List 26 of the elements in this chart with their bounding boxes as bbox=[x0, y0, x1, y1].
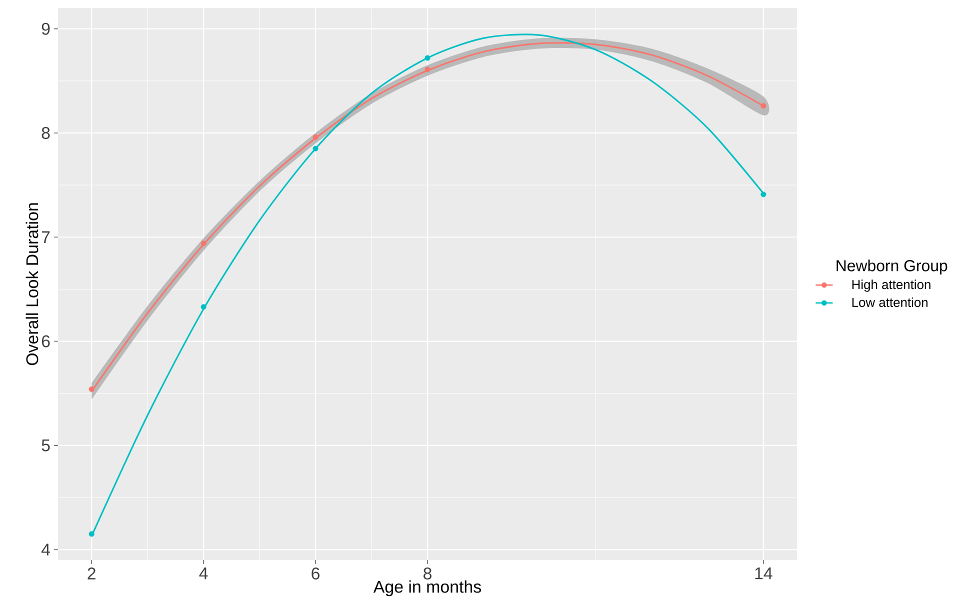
legend-label: Low attention bbox=[852, 297, 928, 307]
point bbox=[200, 304, 206, 310]
x-tick-label: 6 bbox=[312, 567, 320, 580]
point bbox=[200, 240, 206, 246]
point bbox=[88, 530, 94, 537]
y-tick-label: 9 bbox=[42, 22, 50, 35]
x-tick-label: 8 bbox=[424, 567, 432, 580]
y-tick-label: 7 bbox=[42, 231, 50, 243]
y-tick-label: 6 bbox=[42, 335, 50, 348]
x-tick-label: 4 bbox=[199, 567, 208, 579]
legend-label: High attention bbox=[852, 279, 930, 292]
point bbox=[424, 54, 430, 61]
x-tick-label: 14 bbox=[755, 567, 772, 579]
point bbox=[312, 134, 318, 140]
point bbox=[760, 102, 766, 108]
y-axis-title: Overall Look Duration bbox=[26, 203, 38, 365]
point bbox=[760, 191, 766, 197]
x-axis-title: Age in months bbox=[373, 580, 482, 596]
y-tick-label: 5 bbox=[42, 439, 50, 452]
y-tick-label: 4 bbox=[41, 544, 50, 556]
point bbox=[424, 66, 430, 72]
point bbox=[88, 386, 94, 392]
point bbox=[312, 146, 318, 152]
legend-title: Newborn Group bbox=[836, 259, 948, 274]
x-tick-label: 2 bbox=[88, 567, 96, 580]
y-tick-label: 8 bbox=[42, 126, 50, 139]
